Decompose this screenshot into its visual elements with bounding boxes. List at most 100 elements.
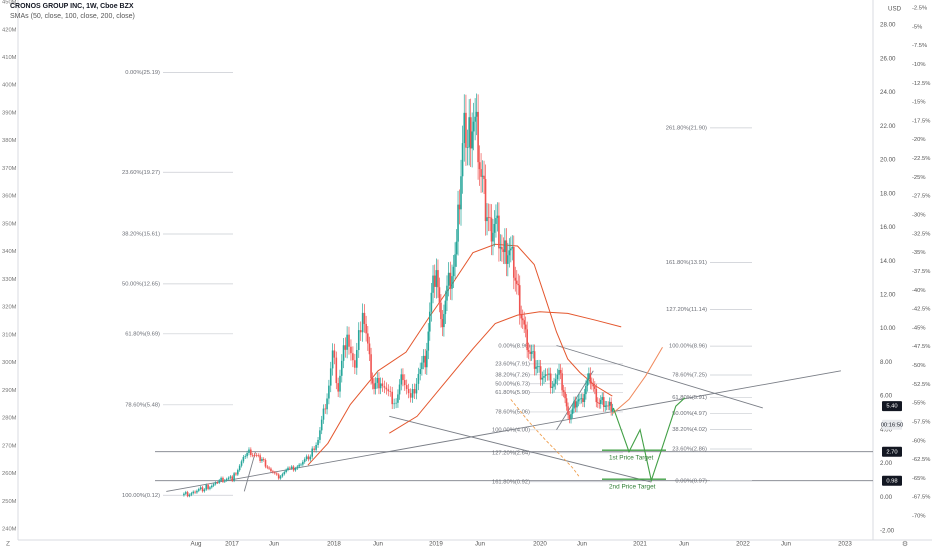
candle-body <box>507 255 509 264</box>
candle-body <box>421 362 423 370</box>
candle-body <box>253 455 256 456</box>
right-axis-tick-label: 8.00 <box>880 359 893 366</box>
candle-body <box>192 491 195 494</box>
candle-body <box>544 374 547 377</box>
candle-body <box>521 318 524 321</box>
candle-body <box>264 459 267 467</box>
candle-body <box>577 399 580 402</box>
left-axis-tick-label: 250M <box>2 499 17 505</box>
x-axis-tick-label: 2021 <box>633 541 647 548</box>
candle-body <box>562 390 565 392</box>
candle-body <box>385 387 388 390</box>
candle-body <box>478 162 481 170</box>
candle-body <box>561 373 563 391</box>
candle-body <box>554 379 557 384</box>
candle-body <box>502 249 505 253</box>
candle-body <box>499 247 502 249</box>
candle-body <box>218 480 221 483</box>
right-axis-tick-label: 22.00 <box>880 123 896 130</box>
percent-axis-tick-label: -62.5% <box>912 457 930 463</box>
fib-mid-label: 23.60%(7.91) <box>495 361 530 367</box>
candle-body <box>520 314 523 319</box>
candle-body <box>209 487 211 489</box>
candle-body <box>307 456 310 460</box>
candle-body <box>365 323 367 334</box>
candle-body <box>610 401 612 412</box>
candle-body <box>238 465 241 471</box>
candle-body <box>251 454 254 456</box>
candle-body <box>203 489 206 492</box>
candle-body <box>342 345 345 361</box>
candle-body <box>463 112 466 144</box>
candle-body <box>443 314 445 328</box>
candle-body <box>197 489 200 491</box>
indicator-legend: SMAs (50, close, 100, close, 200, close) <box>10 13 135 20</box>
candle-body <box>492 232 494 242</box>
candle-body <box>592 383 595 387</box>
candle-body <box>536 366 539 368</box>
candle-body <box>298 464 300 467</box>
candle-body <box>294 468 297 471</box>
left-axis-tick-label: 300M <box>2 360 17 366</box>
candle-body <box>583 394 586 402</box>
candle-body <box>427 331 430 351</box>
percent-axis-tick-label: -22.5% <box>912 156 930 162</box>
fib-mid-label: 50.00%(6.73) <box>495 381 530 387</box>
candle-body <box>242 456 245 462</box>
candle-body <box>262 458 265 460</box>
percent-axis-tick-label: -2.5% <box>912 6 927 12</box>
left-axis-tick-label: 260M <box>2 471 17 477</box>
candle-body <box>477 111 479 163</box>
candle-body <box>190 493 193 495</box>
candle-body <box>486 217 488 222</box>
percent-axis-tick-label: -60% <box>912 438 926 444</box>
candle-body <box>225 479 228 481</box>
candle-body <box>317 439 319 446</box>
x-axis-tick-label: 2023 <box>838 541 852 548</box>
candle-body <box>523 320 525 325</box>
candle-body <box>201 487 204 492</box>
candle-body <box>422 355 425 363</box>
candle-body <box>543 376 545 378</box>
candle-body <box>538 366 540 367</box>
left-axis-tick-label: 320M <box>2 305 17 311</box>
candle-body <box>292 466 295 471</box>
candle-body <box>407 388 410 394</box>
candle-body <box>320 419 323 431</box>
fib-right-label: 50.00%(4.97) <box>672 411 707 417</box>
candle-body <box>383 386 386 388</box>
candle-body <box>601 397 604 400</box>
x-axis-tick-label: 2022 <box>736 541 750 548</box>
percent-axis-tick-label: -15% <box>912 100 926 106</box>
candle-body <box>374 382 377 389</box>
candle-body <box>465 112 467 148</box>
trend-line <box>389 415 652 483</box>
candle-body <box>403 380 406 386</box>
right-axis-tick-label: 28.00 <box>880 22 896 29</box>
candle-body <box>451 276 453 289</box>
candle-body <box>290 466 293 469</box>
candle-body <box>433 275 436 287</box>
candle-body <box>524 324 527 330</box>
candle-body <box>270 468 272 472</box>
candle-body <box>354 360 356 368</box>
candle-body <box>322 408 325 420</box>
trend-line <box>243 451 256 492</box>
candle-body <box>419 369 422 374</box>
candle-body <box>598 402 601 404</box>
x-axis-tick-label: 2020 <box>533 541 547 548</box>
candle-body <box>227 477 230 480</box>
candle-body <box>452 266 455 277</box>
candle-body <box>309 456 312 460</box>
candle-body <box>611 408 614 412</box>
candle-body <box>277 474 280 479</box>
fib-mid-label: 100.00%(4.00) <box>492 427 530 433</box>
candle-body <box>274 472 276 474</box>
candle-body <box>340 360 343 376</box>
left-axis-tick-label: 370M <box>2 166 17 172</box>
candle-body <box>229 476 232 478</box>
candle-body <box>315 445 317 450</box>
candle-body <box>376 377 379 383</box>
